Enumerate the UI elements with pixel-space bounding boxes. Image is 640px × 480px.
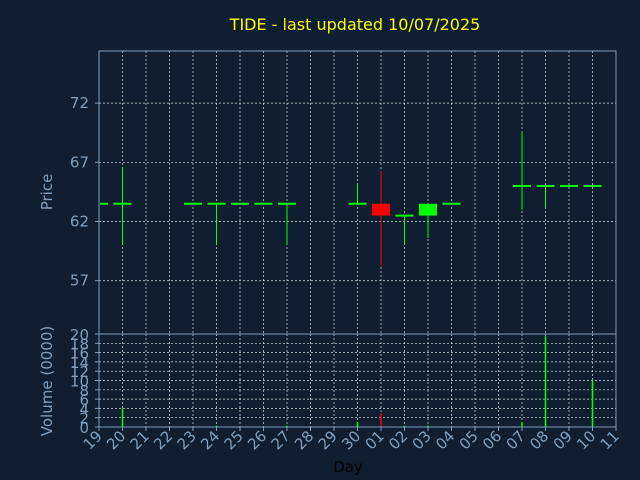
price-y-tick-label: 72 — [70, 94, 89, 112]
volume-bar — [121, 408, 124, 427]
volume-bar — [544, 336, 547, 427]
volume-y-tick-label: 20 — [70, 326, 89, 344]
volume-y-tick-label: 0 — [79, 419, 89, 437]
volume-y-tick-label: 16 — [70, 345, 89, 363]
price-y-tick-label: 62 — [70, 213, 89, 231]
candle-body — [395, 214, 414, 217]
candle-body — [419, 203, 437, 216]
candle-body — [254, 202, 273, 205]
volume-bar — [286, 425, 288, 427]
candle-body — [100, 202, 108, 205]
candle-body — [560, 184, 578, 187]
price-axis-label: Price — [38, 174, 56, 211]
chart-title: TIDE - last updated 10/07/2025 — [229, 15, 481, 34]
volume-y-tick-label: 2 — [79, 410, 89, 428]
volume-axis-label: Volume (0000) — [38, 326, 56, 436]
volume-y-tick-label: 14 — [70, 354, 89, 372]
candle-body — [113, 202, 132, 205]
volume-bars — [121, 336, 594, 427]
volume-bar — [380, 413, 382, 427]
candle-body — [442, 202, 461, 205]
price-candles — [100, 131, 602, 267]
candle-body — [513, 184, 531, 187]
candle-body — [278, 202, 296, 205]
volume-bar — [591, 380, 594, 427]
volume-bar — [427, 425, 429, 427]
candle-body — [184, 202, 202, 205]
volume-y-tick-label: 4 — [79, 400, 89, 418]
candle-body — [583, 184, 602, 187]
candle-body — [372, 203, 390, 216]
volume-bar — [356, 422, 359, 427]
candle-body — [207, 202, 226, 205]
volume-y-tick-label: 6 — [79, 391, 89, 409]
price-panel: 57 62 67 72 Price — [38, 50, 617, 335]
volume-y-tick-label: 8 — [79, 382, 89, 400]
x-axis-ticks: 1920212223242526272829300102030405060708… — [80, 427, 623, 453]
volume-y-tick-label: 12 — [70, 363, 89, 381]
price-y-tick-label: 67 — [70, 153, 89, 171]
volume-y-tick-label: 10 — [70, 373, 89, 391]
candle-body — [231, 202, 249, 205]
candle-body — [348, 202, 367, 205]
price-y-ticks: 57 62 67 72 — [70, 94, 99, 290]
x-axis-label: Day — [333, 458, 363, 476]
volume-bar — [403, 425, 406, 427]
volume-bar — [521, 422, 523, 427]
price-y-tick-label: 57 — [70, 272, 89, 290]
volume-y-tick-label: 18 — [70, 335, 89, 353]
candle-body — [536, 184, 555, 187]
volume-bar — [215, 425, 218, 427]
